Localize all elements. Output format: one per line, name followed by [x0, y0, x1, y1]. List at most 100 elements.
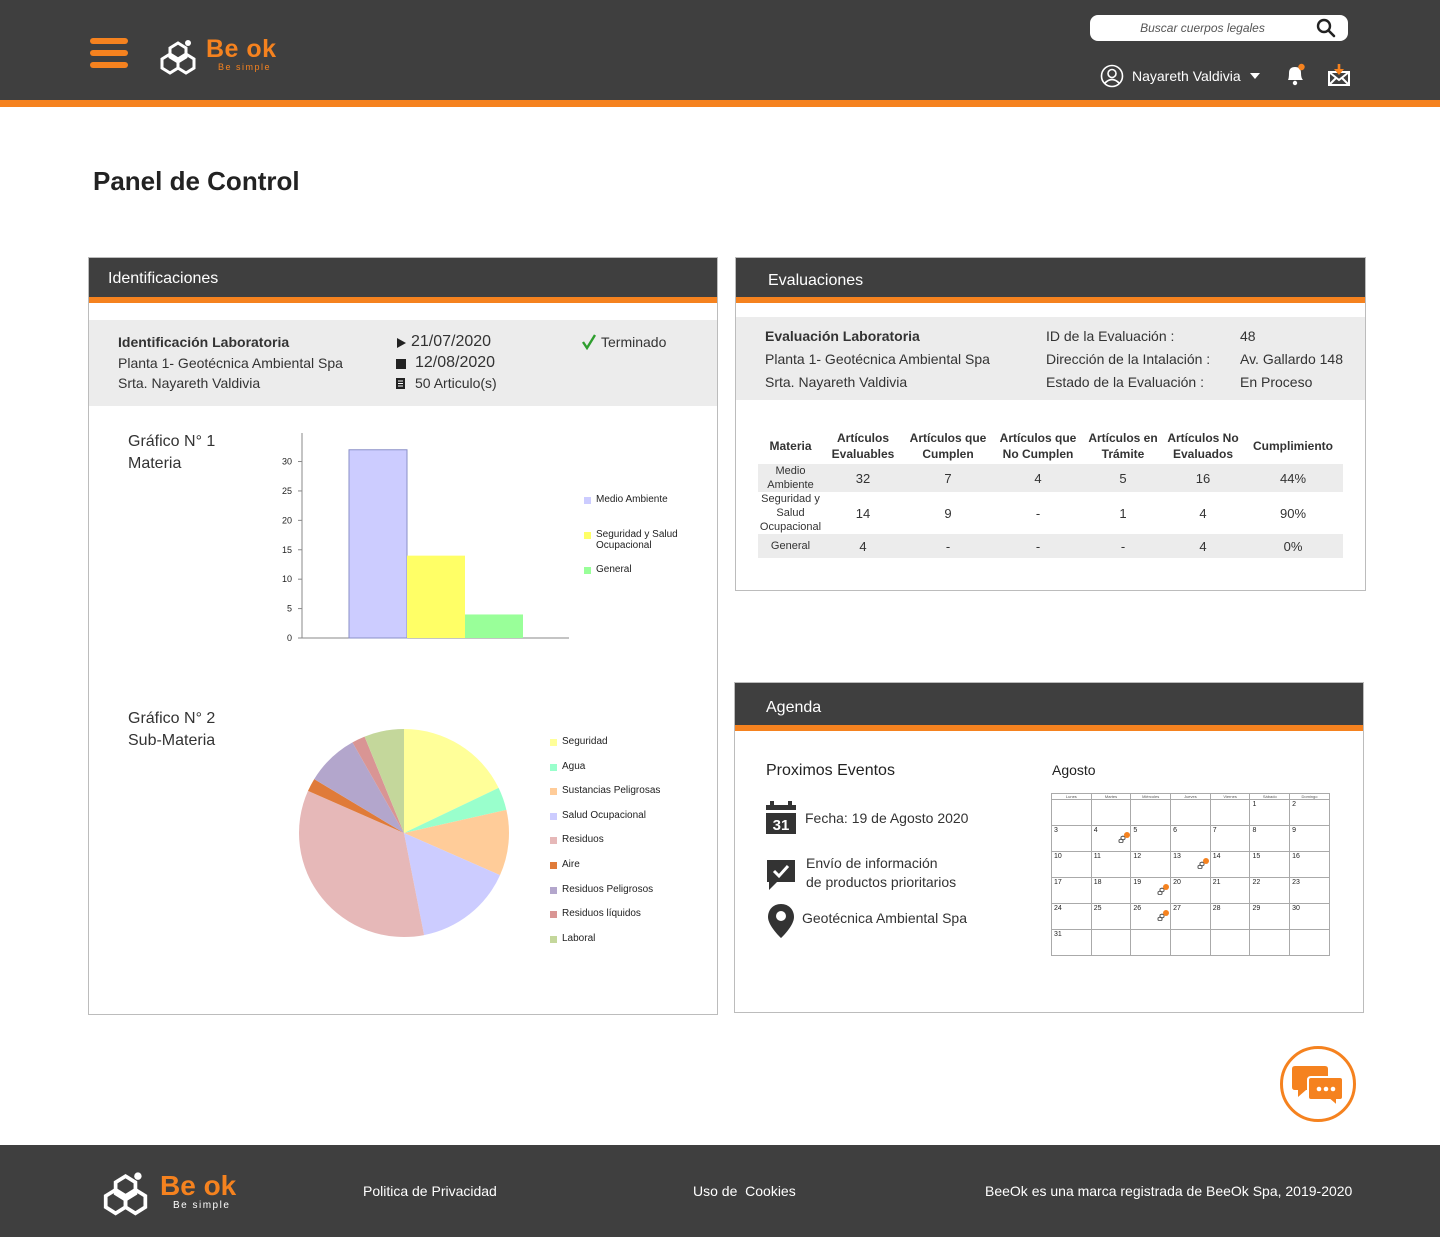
- event-description-line2: de productos prioritarios: [806, 874, 957, 890]
- pie-slice-5: [307, 779, 404, 833]
- table-cell: 9: [944, 505, 952, 521]
- calendar-day[interactable]: 4: [1090, 825, 1132, 852]
- inbox-download-icon[interactable]: [1327, 64, 1351, 86]
- search-input[interactable]: [1100, 18, 1305, 38]
- calendar-day[interactable]: 13: [1170, 851, 1211, 878]
- calendar-day[interactable]: 21: [1209, 877, 1251, 904]
- calendar-day[interactable]: 19: [1130, 877, 1172, 904]
- calendar-day-number: 31: [1054, 931, 1062, 938]
- evaluation-address-label: Dirección de la Intalación :: [1046, 351, 1211, 367]
- calendar-day: [1170, 929, 1211, 956]
- chart2-subcaption: Sub-Materia: [128, 732, 216, 749]
- calendar-day-number: 11: [1093, 853, 1101, 860]
- calendar-day[interactable]: 24: [1051, 903, 1092, 930]
- calendar-day-number: 24: [1054, 905, 1062, 912]
- event-marker-icon[interactable]: [1197, 857, 1210, 869]
- calendar-weekday-row: Lunes Martes Miércoles Jueves Viernes Sábado D…: [1051, 793, 1330, 800]
- table-cell: Seguridad y Salud Ocupacional: [759, 493, 822, 533]
- table-cell: 0%: [1243, 534, 1343, 558]
- table-row[interactable]: General 4 - - - 4 0%: [758, 534, 1343, 558]
- calendar-day-number: 9: [1292, 827, 1297, 834]
- calendar-day-number: 5: [1133, 827, 1138, 834]
- calendar-day[interactable]: 7: [1209, 825, 1251, 852]
- evaluaciones-panel: Evaluaciones Evaluación Laboratoria Plan…: [735, 257, 1366, 591]
- pie-slice-7: [352, 736, 404, 833]
- article-count: 50 Articulo(s): [415, 375, 497, 391]
- evaluation-person: Srta. Nayareth Valdivia: [765, 374, 908, 390]
- pie-slice-3: [404, 833, 501, 936]
- calendar-day[interactable]: 3: [1051, 825, 1092, 852]
- calendar-day-number: 2: [1292, 801, 1297, 808]
- copyright-text: BeeOk es una marca registrada de BeeOk S…: [985, 1183, 1353, 1199]
- event-marker-icon[interactable]: [1157, 909, 1170, 921]
- legend-swatch: [584, 497, 591, 504]
- pie-slice-4: [299, 790, 425, 937]
- panel-accent-line: [89, 297, 717, 303]
- month-calendar: Lunes Martes Miércoles Jueves Viernes Sábado D…: [1051, 793, 1330, 956]
- calendar-day[interactable]: 5: [1130, 825, 1172, 852]
- calendar-day[interactable]: 8: [1249, 825, 1291, 852]
- calendar-day-number: 3: [1054, 827, 1058, 834]
- calendar-day-number: 25: [1093, 905, 1102, 912]
- legend-label: Salud Ocupacional: [562, 809, 646, 821]
- calendar-day[interactable]: 30: [1289, 903, 1330, 930]
- calendar-day[interactable]: 22: [1249, 877, 1291, 904]
- calendar-day: [1209, 929, 1251, 956]
- calendar-day[interactable]: 9: [1289, 825, 1330, 852]
- table-cell: -: [903, 534, 993, 558]
- chat-button[interactable]: [1280, 1046, 1356, 1122]
- privacy-policy-link[interactable]: Politica de Privacidad: [363, 1183, 497, 1199]
- calendar-day[interactable]: 12: [1130, 851, 1172, 878]
- panel-accent-line: [736, 297, 1365, 303]
- event-marker-icon[interactable]: [1157, 883, 1170, 895]
- calendar-day[interactable]: 10: [1051, 851, 1092, 878]
- calendar-week: 17 18 19 20 21 22 23: [1051, 877, 1330, 904]
- table-cell: 4: [823, 534, 903, 558]
- calendar-day[interactable]: 28: [1209, 903, 1251, 930]
- calendar-day[interactable]: 29: [1249, 903, 1291, 930]
- page-title: Panel de Control: [93, 166, 300, 196]
- table-row[interactable]: Seguridad y Salud Ocupacional 14 9 - 1 4…: [758, 492, 1343, 534]
- calendar-day-number: 18: [1093, 879, 1102, 886]
- calendar-day[interactable]: 31: [1051, 929, 1092, 956]
- pie-chart-submateria: [299, 729, 509, 937]
- search-box: [1090, 15, 1348, 41]
- calendar-day[interactable]: 16: [1289, 851, 1330, 878]
- calendar-day[interactable]: 23: [1289, 877, 1330, 904]
- evaluation-plant: Planta 1- Geotécnica Ambiental Spa: [765, 351, 990, 367]
- cookies-link[interactable]: Uso de Cookies: [693, 1183, 796, 1199]
- calendar-day[interactable]: 2: [1289, 799, 1330, 826]
- calendar-day-number: 20: [1173, 879, 1181, 886]
- calendar-day[interactable]: 1: [1249, 799, 1291, 826]
- calendar-day[interactable]: 25: [1090, 903, 1132, 930]
- table-row[interactable]: Medio Ambiente 32 7 4 5 16 44%: [758, 464, 1343, 492]
- calendar-week: 3 4 5 6 7 8 9: [1051, 825, 1330, 852]
- calendar-day[interactable]: 17: [1051, 877, 1092, 904]
- evaluation-summary[interactable]: Evaluación Laboratoria Planta 1- Geotécn…: [736, 317, 1365, 400]
- start-date: 21/07/2020: [411, 333, 492, 350]
- footer-logo[interactable]: Be ok Be simple: [100, 1165, 260, 1217]
- evaluation-id-value: 48: [1240, 328, 1256, 344]
- calendar-day[interactable]: 14: [1209, 851, 1251, 878]
- evaluation-name: Evaluación Laboratoria: [765, 328, 920, 344]
- identification-summary[interactable]: Identificación Laboratoria Planta 1- Geo…: [89, 320, 717, 406]
- pie-slice-8: [364, 729, 404, 833]
- user-name: Nayareth Valdivia: [1132, 68, 1241, 84]
- hamburger-menu-icon[interactable]: [90, 38, 128, 70]
- column-header: Artículos Evaluables: [831, 431, 895, 461]
- calendar-day-number: 17: [1054, 879, 1062, 886]
- calendar-week: 10 11 12 13 14 15 16: [1051, 851, 1330, 878]
- calendar-day[interactable]: 15: [1249, 851, 1291, 878]
- event-marker-icon[interactable]: [1118, 831, 1130, 843]
- calendar-day[interactable]: 27: [1170, 903, 1211, 930]
- calendar-day: [1051, 799, 1092, 826]
- calendar-day[interactable]: 6: [1170, 825, 1211, 852]
- calendar-day[interactable]: 26: [1130, 903, 1172, 930]
- notification-bell-icon[interactable]: [1284, 63, 1306, 87]
- search-icon[interactable]: [1316, 18, 1336, 38]
- beeok-logo[interactable]: Be ok Be simple: [158, 34, 288, 76]
- calendar-day[interactable]: 18: [1090, 877, 1132, 904]
- calendar-day[interactable]: 11: [1090, 851, 1132, 878]
- user-menu[interactable]: Nayareth Valdivia: [1100, 62, 1261, 90]
- calendar-day[interactable]: 20: [1170, 877, 1211, 904]
